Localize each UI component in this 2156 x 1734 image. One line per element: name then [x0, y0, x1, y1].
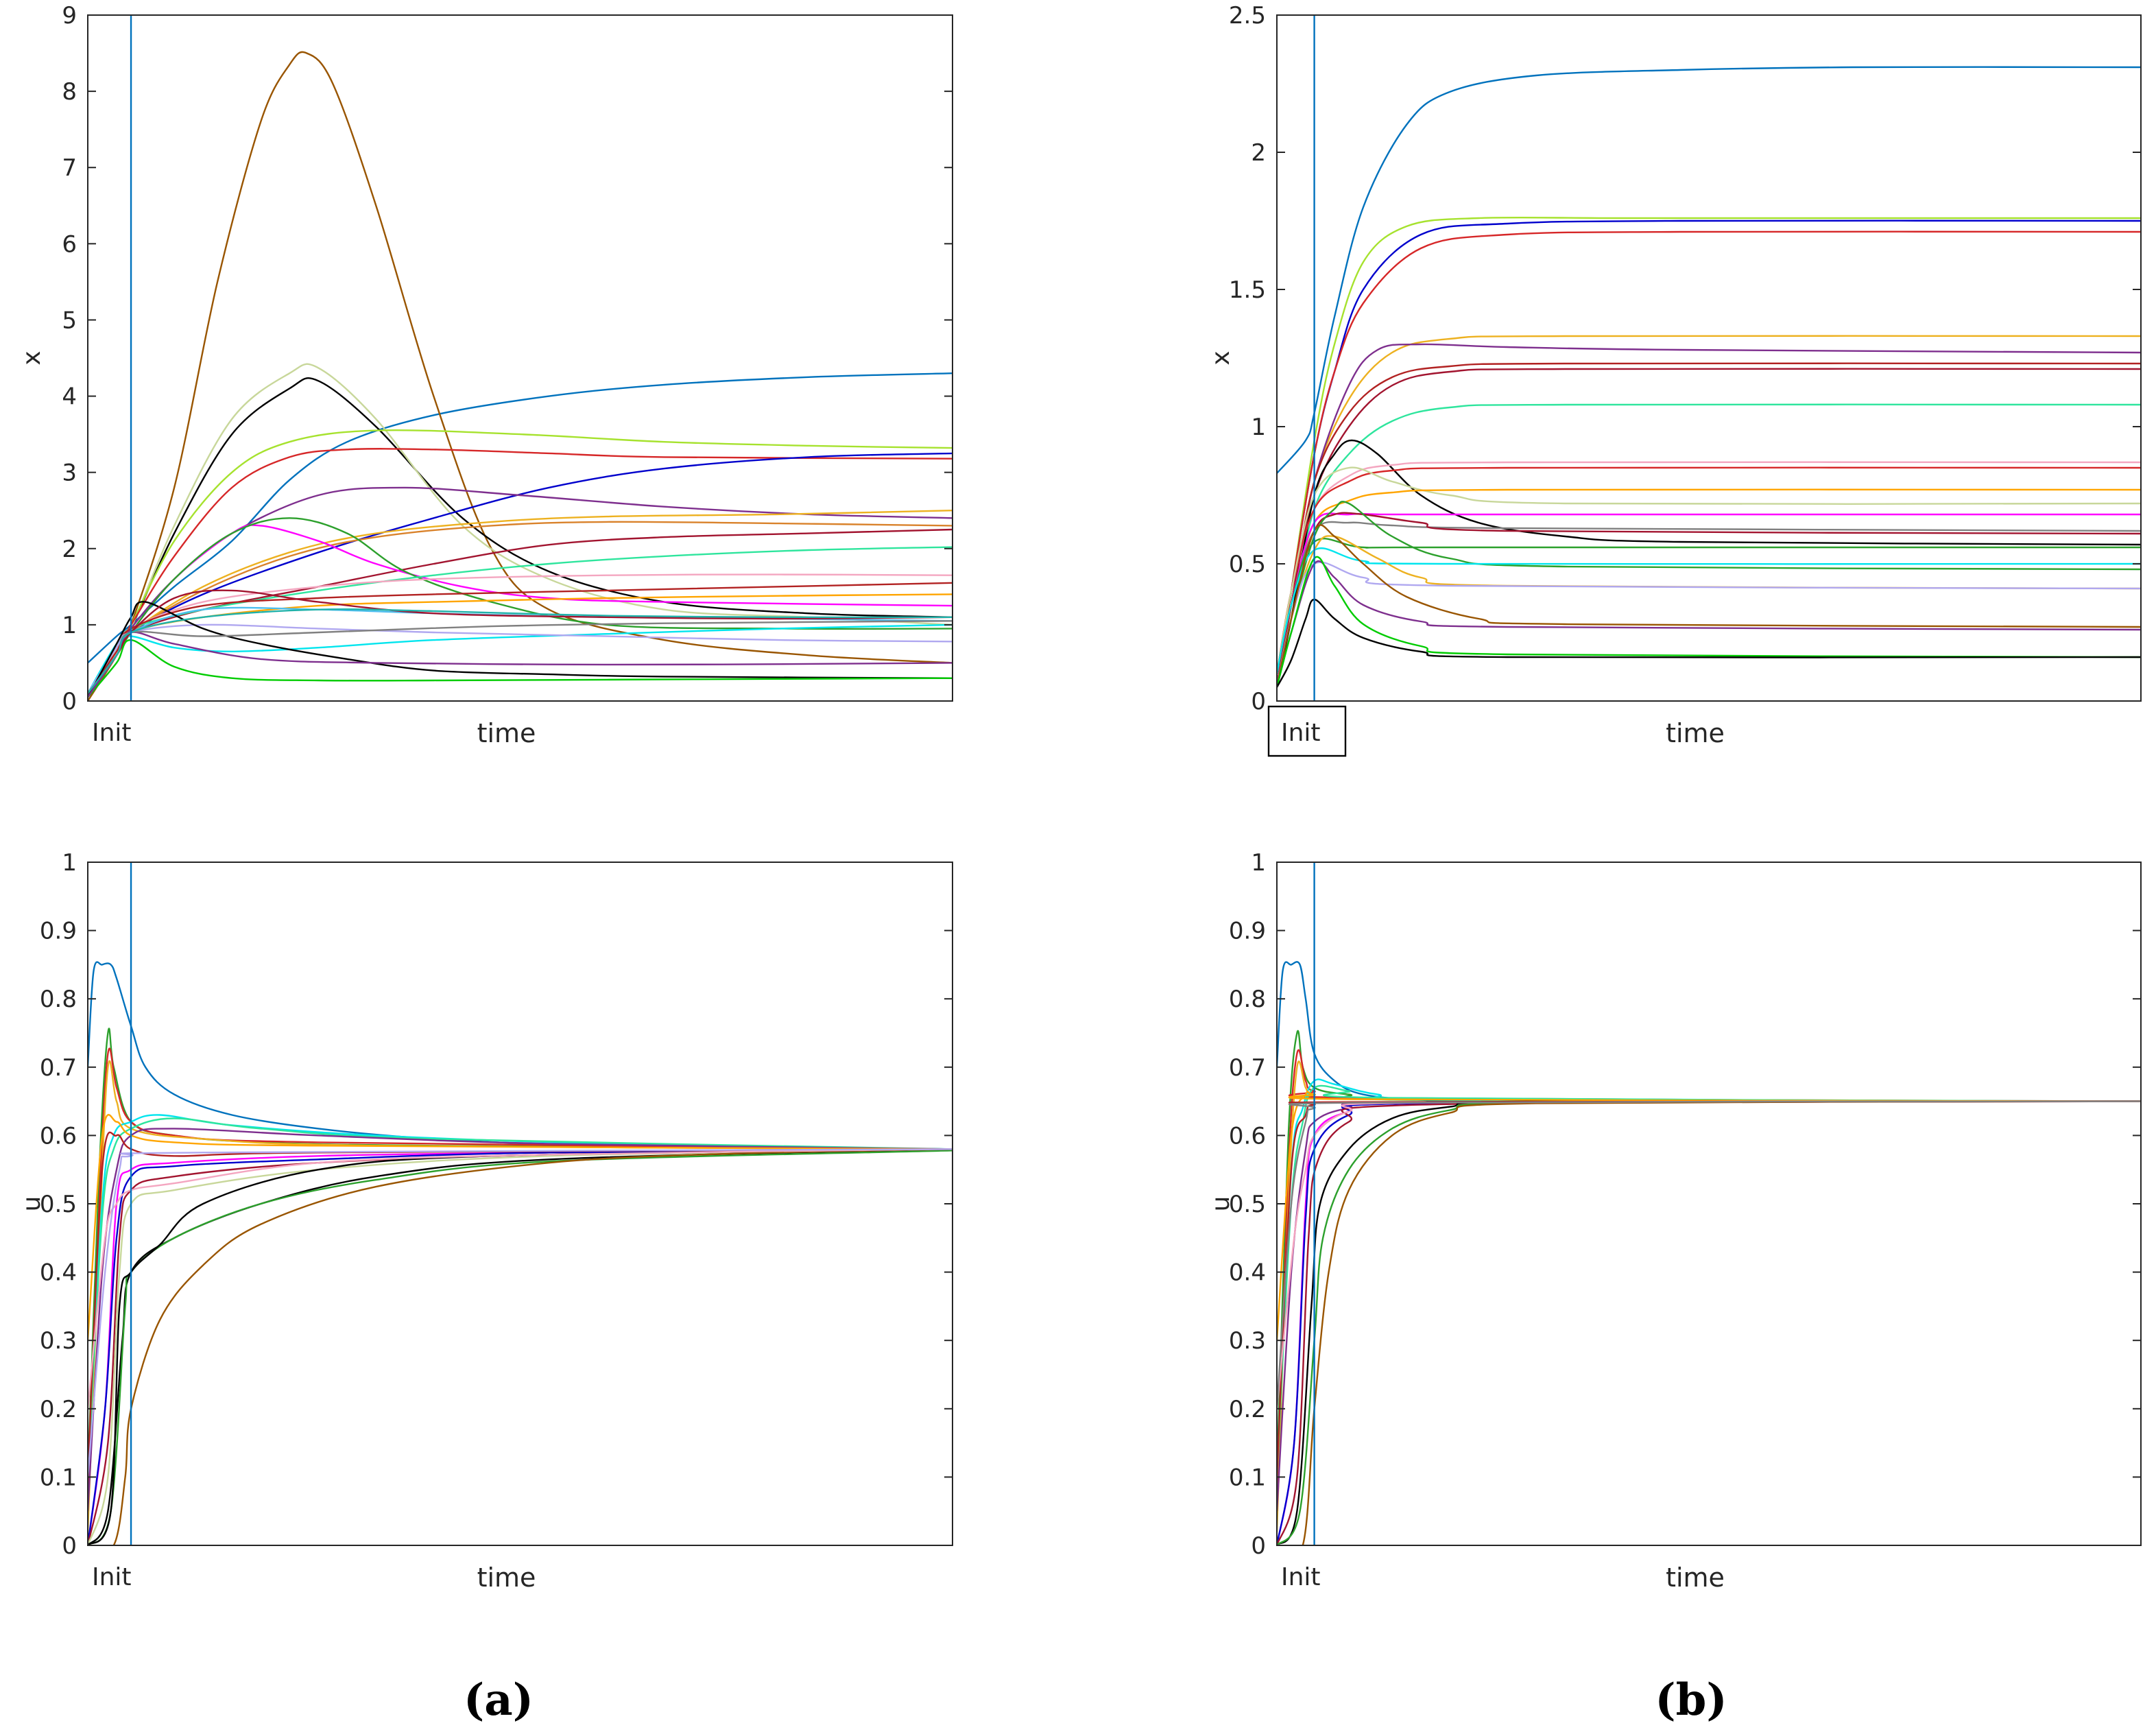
y-tick-label: 0.3: [1229, 1327, 1266, 1355]
chart-b-bottom: 0 0.1 0.2 0.3 0.4 0.5 0.6 0.7 0.8 0.9 1 u time Init: [1207, 849, 2142, 1593]
series-line-s25: [1277, 556, 2141, 688]
series-line-s16: [88, 582, 953, 694]
y-tick-label: 2: [1251, 139, 1266, 167]
series-line-s4: [88, 363, 953, 698]
series-line-s8: [88, 486, 953, 694]
series-line-s2: [1277, 216, 2141, 688]
axes-box: [87, 14, 953, 702]
series-line-s18: [88, 1148, 953, 1409]
y-tick-label: 1: [1251, 849, 1266, 877]
y-tick-label: 1.5: [1229, 276, 1266, 304]
series-line-s18: [1277, 501, 2141, 688]
x-axis-label: time: [1666, 718, 1725, 748]
y-tick-label: 1: [62, 612, 77, 639]
y-tick-label: 9: [62, 2, 77, 29]
y-tick-label: 0.6: [1229, 1122, 1266, 1150]
series-line-s5: [88, 429, 953, 694]
y-tick-label: 0.2: [40, 1396, 77, 1423]
series-line-s26: [88, 608, 953, 694]
y-tick-label: 0.5: [40, 1191, 77, 1218]
series-group: [1277, 961, 2141, 1545]
series-line-s20: [1277, 547, 2141, 674]
y-tick-label: 1: [62, 849, 77, 877]
chart-b-top: 0 0.5 1 1.5 2 2.5 x time Init: [1207, 2, 2142, 757]
y-tick-label: 0.8: [40, 986, 77, 1013]
init-label: Init: [1281, 719, 1321, 747]
series-line-s4: [1277, 230, 2141, 688]
series-group: [1277, 66, 2141, 688]
y-tick-label: 0.7: [40, 1054, 77, 1082]
series-line-s23: [1277, 524, 2141, 688]
y-tick-label: 8: [62, 78, 77, 106]
init-label: Init: [1281, 1563, 1321, 1591]
series-line-s17: [1277, 1100, 2141, 1409]
chart-a-top: 0 1 2 3 4 5 6 7 8 9 x time Init: [18, 2, 953, 748]
y-tick-label: 0.8: [1229, 986, 1266, 1013]
y-axis-label: x: [18, 351, 46, 365]
init-label: Init: [92, 719, 132, 747]
series-line-s2: [88, 51, 953, 701]
y-tick-label: 0.6: [40, 1122, 77, 1150]
y-tick-label: 0: [1251, 1532, 1266, 1560]
series-line-s7: [88, 1128, 953, 1512]
y-tick-label: 0.5: [1229, 1191, 1266, 1218]
series-line-s16: [88, 1114, 953, 1341]
series-line-s13: [1277, 466, 2141, 674]
y-tick-label: 0.9: [40, 918, 77, 945]
y-tick-label: 0.1: [40, 1464, 77, 1491]
series-line-s14: [88, 1148, 953, 1545]
y-tick-label: 6: [62, 230, 77, 258]
y-tick-label: 0: [62, 1532, 77, 1560]
series-line-s13: [88, 517, 953, 698]
chart-a-bottom: 0 0.1 0.2 0.3 0.4 0.5 0.6 0.7 0.8 0.9 1 u time Init: [18, 849, 953, 1593]
y-tick-label: 3: [62, 460, 77, 487]
y-tick-label: 5: [62, 307, 77, 334]
init-label-box: [1267, 705, 1347, 757]
y-tick-label: 1: [1251, 414, 1266, 441]
y-tick-label: 0.3: [40, 1327, 77, 1355]
series-line-s19: [88, 1148, 953, 1477]
y-tick-label: 0.4: [1229, 1259, 1266, 1287]
y-tick-label: 0: [1251, 688, 1266, 715]
axes-box: [1276, 14, 2142, 702]
y-tick-label: 0.7: [1229, 1054, 1266, 1082]
x-axis-label: time: [1666, 1563, 1725, 1593]
y-tick-label: 0.9: [1229, 918, 1266, 945]
y-tick-label: 2: [62, 536, 77, 563]
y-tick-label: 0.2: [1229, 1396, 1266, 1423]
y-tick-label: 4: [62, 383, 77, 411]
caption-a: (a): [464, 1674, 534, 1726]
series-line-s24: [88, 620, 953, 694]
y-tick-label: 0: [62, 688, 77, 715]
caption-b: (b): [1655, 1674, 1727, 1726]
init-label: Init: [92, 1563, 132, 1591]
y-axis-label: x: [1207, 351, 1235, 365]
x-axis-label: time: [477, 718, 536, 748]
y-axis-label: u: [1207, 1196, 1235, 1212]
y-tick-label: 0.4: [40, 1259, 77, 1287]
y-tick-label: 0.1: [1229, 1464, 1266, 1491]
series-line-s9: [88, 1148, 953, 1545]
series-line-s6: [88, 448, 953, 694]
y-tick-label: 0.5: [1229, 551, 1266, 578]
series-line-s26: [1277, 598, 2141, 688]
x-axis-label: time: [477, 1563, 536, 1593]
series-line-s6: [88, 1117, 953, 1477]
y-tick-label: 7: [62, 154, 77, 182]
series-line-s8: [1277, 368, 2141, 688]
series-line-s24: [1277, 560, 2141, 688]
y-tick-label: 2.5: [1229, 2, 1266, 29]
y-axis-label: u: [18, 1196, 46, 1212]
series-line-s1: [1277, 66, 2141, 474]
